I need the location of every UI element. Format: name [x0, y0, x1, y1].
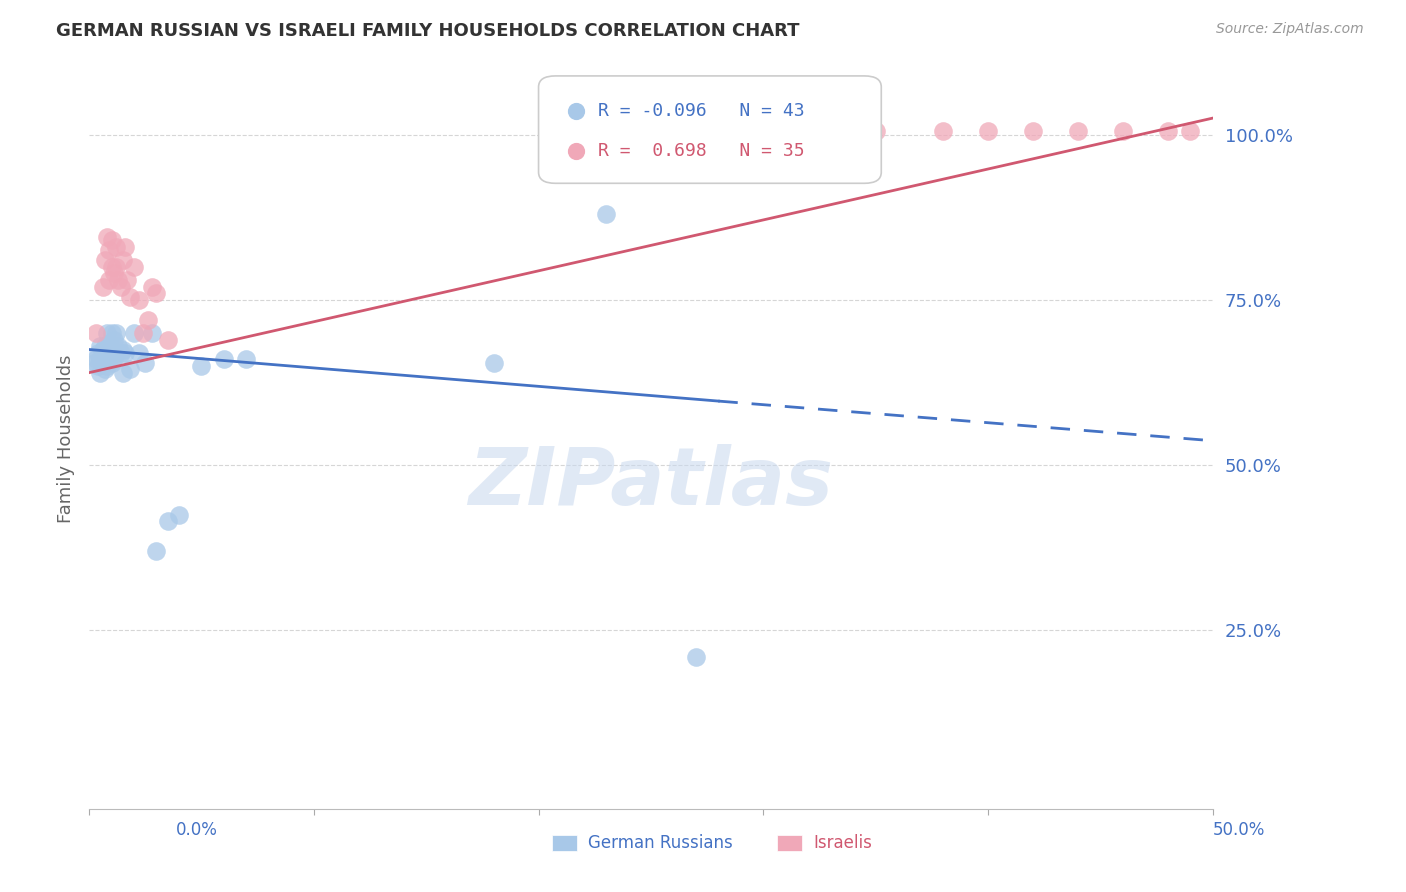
Point [145, 286, 167, 301]
Point [103, 267, 125, 281]
Point [103, 333, 125, 347]
Point [110, 346, 132, 360]
Point [114, 346, 136, 360]
Point [932, 124, 955, 138]
Point [117, 273, 139, 287]
Point [156, 515, 179, 529]
Point [91, 343, 114, 357]
Point [595, 207, 617, 221]
Text: R =  0.698   N = 35: R = 0.698 N = 35 [598, 142, 804, 160]
Point [94, 339, 117, 353]
Point [96, 359, 118, 373]
Point [118, 290, 141, 304]
Point [100, 326, 122, 340]
Point [111, 253, 134, 268]
Point [98, 273, 121, 287]
Point [114, 240, 136, 254]
Point [118, 362, 141, 376]
Point [84, 352, 107, 367]
Text: GERMAN RUSSIAN VS ISRAELI FAMILY HOUSEHOLDS CORRELATION CHART: GERMAN RUSSIAN VS ISRAELI FAMILY HOUSEHO… [56, 22, 800, 40]
Text: ZIPatlas: ZIPatlas [468, 444, 834, 522]
Point [1067, 124, 1090, 138]
Point [1112, 124, 1135, 138]
Point [96, 326, 118, 340]
Point [136, 312, 159, 326]
Text: Israelis: Israelis [813, 834, 872, 852]
Point [94, 362, 117, 376]
Text: 0.0%: 0.0% [176, 821, 218, 838]
Point [1157, 124, 1180, 138]
Point [190, 359, 212, 373]
Point [122, 326, 145, 340]
Point [89, 339, 111, 353]
Text: 50.0%: 50.0% [1213, 821, 1265, 838]
Point [145, 544, 167, 558]
Point [482, 356, 505, 370]
Point [128, 293, 150, 307]
Point [134, 356, 156, 370]
Point [94, 253, 117, 268]
Point [235, 352, 257, 367]
Point [730, 124, 752, 138]
Point [107, 339, 129, 353]
Point [98, 335, 121, 350]
Point [84, 326, 107, 340]
Point [1022, 124, 1045, 138]
Point [94, 352, 117, 367]
Point [98, 244, 121, 258]
Point [1180, 124, 1202, 138]
Point [1050, 201, 1073, 215]
Point [775, 124, 797, 138]
Point [83, 356, 105, 370]
Point [156, 333, 179, 347]
Point [105, 346, 128, 360]
Point [91, 356, 114, 370]
Point [105, 240, 128, 254]
Point [572, 124, 595, 138]
Point [100, 356, 122, 370]
Point [96, 230, 118, 244]
Point [107, 273, 129, 287]
Point [110, 279, 132, 293]
Point [865, 124, 887, 138]
Point [87, 359, 110, 373]
Text: German Russians: German Russians [588, 834, 733, 852]
Point [122, 260, 145, 274]
Y-axis label: Family Households: Family Households [58, 354, 75, 523]
Point [100, 260, 122, 274]
Point [212, 352, 235, 367]
Point [87, 346, 110, 360]
Point [105, 326, 128, 340]
Point [141, 279, 163, 293]
Point [1050, 165, 1073, 179]
Point [128, 346, 150, 360]
Point [96, 346, 118, 360]
Point [91, 279, 114, 293]
Point [89, 352, 111, 367]
Point [977, 124, 1000, 138]
Point [98, 352, 121, 367]
Point [111, 366, 134, 380]
Point [105, 260, 128, 274]
Point [103, 352, 125, 367]
Point [132, 326, 155, 340]
Text: R = -0.096   N = 43: R = -0.096 N = 43 [598, 102, 804, 120]
Point [167, 508, 190, 522]
FancyBboxPatch shape [538, 76, 882, 183]
Point [141, 326, 163, 340]
Text: Source: ZipAtlas.com: Source: ZipAtlas.com [1216, 22, 1364, 37]
Point [89, 366, 111, 380]
Point [111, 343, 134, 357]
Point [685, 649, 707, 664]
Point [100, 234, 122, 248]
Point [100, 343, 122, 357]
